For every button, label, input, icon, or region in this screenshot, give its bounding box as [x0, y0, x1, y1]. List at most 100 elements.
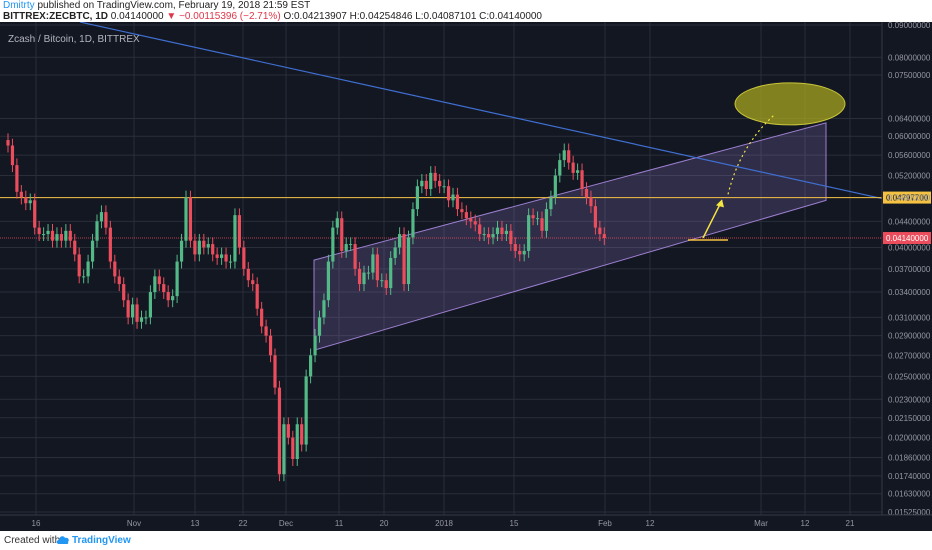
candle-body	[157, 276, 161, 285]
candle-body	[589, 197, 593, 207]
x-tick-label: Dec	[279, 519, 293, 528]
x-tick-label: 13	[191, 519, 200, 528]
candle-body	[260, 308, 264, 327]
chart-header: Dmitrty published on TradingView.com, Fe…	[0, 0, 932, 22]
candle-body	[215, 254, 219, 258]
candle-body	[68, 230, 72, 241]
last-price-label: 0.04140000	[886, 234, 929, 243]
candle-body	[317, 317, 322, 336]
candle-body	[184, 197, 188, 241]
y-tick-label: 0.01630000	[888, 490, 931, 499]
price-chart[interactable]: 0.04797700 0.04140000 0.09000000 0.0800000…	[0, 22, 932, 531]
candle-body	[553, 175, 557, 198]
candle-body	[286, 424, 290, 438]
candle-body	[28, 200, 32, 204]
candle-body	[309, 355, 313, 377]
candle-body	[491, 234, 495, 238]
candle-body	[59, 234, 63, 241]
target-ellipse	[734, 82, 846, 126]
x-tick-label: 2018	[435, 519, 453, 528]
candle-body	[429, 172, 433, 190]
x-tick-label: 20	[380, 519, 389, 528]
candle-body	[602, 234, 606, 239]
candle-body	[487, 234, 491, 238]
candle-body	[86, 261, 90, 277]
candle-body	[82, 276, 86, 278]
y-tick-label: 0.05600000	[888, 151, 931, 160]
candle-body	[549, 197, 553, 210]
y-tick-label: 0.04000000	[888, 243, 931, 252]
publish-line: Dmitrty published on TradingView.com, Fe…	[3, 0, 310, 11]
x-tick-label: 22	[239, 519, 248, 528]
candle-body	[469, 218, 473, 222]
candle-body	[144, 317, 148, 319]
y-tick-label: 0.03700000	[888, 265, 931, 274]
x-tick-label: 11	[335, 519, 344, 528]
publish-info: published on TradingView.com, February 1…	[37, 0, 311, 11]
candle-body	[95, 221, 99, 241]
candle-body	[10, 145, 15, 166]
candle-body	[335, 218, 339, 228]
candle-body	[33, 200, 37, 228]
candle-body	[197, 240, 201, 255]
y-tick-label: 0.02300000	[888, 395, 931, 404]
candle-body	[531, 215, 535, 219]
candle-body	[135, 304, 139, 322]
time-axis[interactable]: 16 Nov 13 22 Dec 11 20 2018 15 Feb 12 Mar 12 21	[0, 514, 932, 528]
candle-body	[171, 296, 175, 301]
candle-body	[77, 254, 81, 277]
candle-body	[446, 186, 451, 201]
y-tick-label: 0.06400000	[888, 115, 931, 124]
candle-body	[349, 244, 353, 246]
ohlc-values: O:0.04213907 H:0.04254846 L:0.04087101 C…	[283, 11, 542, 22]
candle-body	[220, 254, 224, 258]
candle-body	[15, 165, 19, 192]
resistance-price-tag	[883, 191, 931, 204]
footer: Created with TradingView	[0, 531, 932, 550]
candle-body	[42, 234, 46, 236]
x-tick-label: 21	[846, 519, 855, 528]
candle-body	[580, 170, 584, 190]
last-price-tag	[883, 232, 931, 245]
candle-body	[500, 227, 504, 235]
candle-body	[273, 355, 277, 388]
candle-body	[478, 224, 482, 235]
candle-body	[113, 261, 117, 277]
x-tick-label: Feb	[598, 519, 612, 528]
candle-body	[64, 230, 68, 241]
candle-body	[366, 272, 371, 274]
candle-body	[451, 194, 455, 201]
candle-body	[384, 280, 388, 289]
tradingview-link[interactable]: TradingView	[72, 535, 131, 546]
candle-body	[193, 240, 197, 255]
price-axis[interactable]: 0.09000000 0.08000000 0.07500000 0.06400000…	[881, 22, 931, 517]
last-price: 0.04140000	[110, 11, 164, 22]
candle-body	[442, 186, 446, 188]
candle-body	[117, 276, 121, 285]
candle-body	[122, 284, 126, 301]
y-tick-label: 0.05200000	[888, 171, 931, 180]
candle-body	[527, 215, 531, 251]
y-tick-label: 0.02700000	[888, 351, 931, 360]
created-with-label: Created with	[4, 535, 61, 546]
ascending-channel	[313, 122, 827, 351]
candle-body	[206, 244, 210, 248]
author-link[interactable]: Dmitrty	[3, 0, 35, 11]
candle-body	[509, 230, 513, 245]
candle-body	[482, 234, 486, 236]
candle-body	[464, 212, 468, 219]
candle-body	[24, 197, 28, 204]
candle-body	[139, 317, 144, 322]
candle-body	[411, 209, 415, 238]
candle-body	[406, 237, 411, 285]
candle-body	[584, 189, 589, 198]
candle-body	[37, 227, 41, 235]
candle-body	[398, 234, 402, 248]
candle-body	[202, 240, 206, 248]
candle-body	[162, 284, 166, 293]
candles	[6, 133, 606, 482]
candle-body	[242, 247, 246, 269]
grid-lines	[0, 22, 882, 515]
candle-body	[246, 268, 250, 281]
candle-body	[402, 234, 406, 285]
